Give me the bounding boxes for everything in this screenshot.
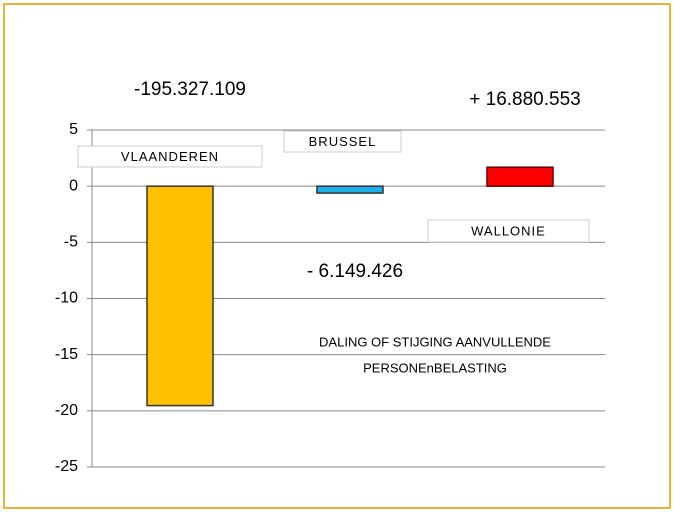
annotation: PERSONEnBELASTING xyxy=(363,360,507,375)
frame xyxy=(3,3,671,509)
y-tick-label: -25 xyxy=(55,458,78,475)
bar xyxy=(486,166,554,187)
value-label: + 16.880.553 xyxy=(469,89,580,110)
bar xyxy=(146,185,214,407)
category-box xyxy=(77,145,263,168)
value-label: -195.327.109 xyxy=(134,79,246,100)
category-box xyxy=(427,219,590,243)
y-tick-label: -10 xyxy=(55,290,78,307)
bar xyxy=(316,185,384,194)
y-tick-label: -15 xyxy=(55,346,78,363)
value-label: - 6.149.426 xyxy=(307,261,403,282)
y-tick-label: 0 xyxy=(69,177,78,194)
category-box xyxy=(283,130,402,153)
y-tick-label: 5 xyxy=(69,121,78,138)
annotation: DALING OF STIJGING AANVULLENDE xyxy=(319,334,551,349)
category-label: VLAANDEREN xyxy=(121,149,219,164)
category-label: WALLONIE xyxy=(471,223,546,238)
category-label: BRUSSEL xyxy=(309,134,377,149)
y-tick-label: -20 xyxy=(55,402,78,419)
y-tick-label: -5 xyxy=(64,234,78,251)
